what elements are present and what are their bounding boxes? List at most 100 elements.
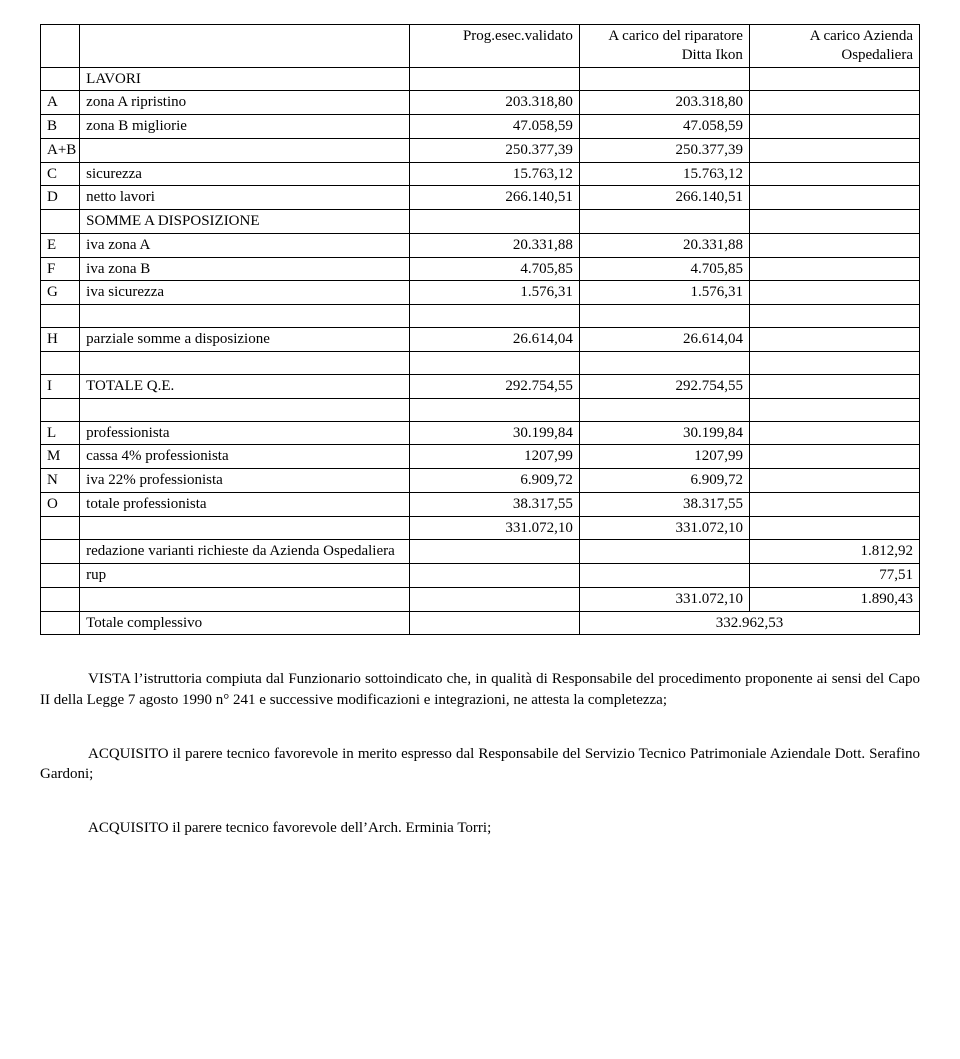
row-val-1: 15.763,12 [409,162,579,186]
row-code: N [41,469,80,493]
table-row: Niva 22% professionista6.909,726.909,72 [41,469,920,493]
row-val-merged: 332.962,53 [579,611,919,635]
row-val-3 [749,115,919,139]
row-code [41,540,80,564]
row-desc: parziale somme a disposizione [80,328,410,352]
table-row: Azona A ripristino203.318,80203.318,80 [41,91,920,115]
table-row: Dnetto lavori266.140,51266.140,51 [41,186,920,210]
row-desc: iva sicurezza [80,281,410,305]
row-val-3 [749,469,919,493]
row-val-1 [409,398,579,421]
row-code [41,516,80,540]
row-val-3 [749,67,919,91]
row-val-1: 20.331,88 [409,233,579,257]
row-val-1: 30.199,84 [409,421,579,445]
table-row: ITOTALE Q.E.292.754,55292.754,55 [41,374,920,398]
row-desc [80,398,410,421]
row-code [41,611,80,635]
row-val-1: 38.317,55 [409,492,579,516]
row-val-2: 47.058,59 [579,115,749,139]
row-val-1 [409,210,579,234]
row-code: C [41,162,80,186]
row-val-1: 292.754,55 [409,374,579,398]
row-desc: iva zona A [80,233,410,257]
row-val-2: 1.576,31 [579,281,749,305]
table-row: Mcassa 4% professionista1207,991207,99 [41,445,920,469]
row-val-2: 6.909,72 [579,469,749,493]
table-row [41,351,920,374]
row-val-1: 331.072,10 [409,516,579,540]
row-val-2 [579,540,749,564]
header-col-3: Prog.esec.validato [409,25,579,68]
row-val-3 [749,328,919,352]
row-val-2: 20.331,88 [579,233,749,257]
row-val-2: 4.705,85 [579,257,749,281]
row-desc: sicurezza [80,162,410,186]
row-val-2: 331.072,10 [579,587,749,611]
row-code: B [41,115,80,139]
table-row: 331.072,101.890,43 [41,587,920,611]
row-code [41,305,80,328]
paragraph-acquisito-1: ACQUISITO il parere tecnico favorevole i… [40,744,920,785]
row-val-1 [409,564,579,588]
row-desc: rup [80,564,410,588]
row-code: I [41,374,80,398]
row-code: L [41,421,80,445]
row-val-3 [749,351,919,374]
header-blank-1 [41,25,80,68]
row-val-1: 1.576,31 [409,281,579,305]
table-row [41,305,920,328]
row-val-2 [579,564,749,588]
row-val-2: 266.140,51 [579,186,749,210]
table-row: Lprofessionista30.199,8430.199,84 [41,421,920,445]
row-val-1 [409,305,579,328]
row-val-3 [749,516,919,540]
row-val-1: 203.318,80 [409,91,579,115]
row-val-3 [749,374,919,398]
row-desc: zona B migliorie [80,115,410,139]
row-val-3 [749,305,919,328]
row-desc: zona A ripristino [80,91,410,115]
row-val-2 [579,351,749,374]
table-row: rup 77,51 [41,564,920,588]
row-val-3 [749,398,919,421]
row-desc: TOTALE Q.E. [80,374,410,398]
row-code [41,210,80,234]
row-val-3 [749,138,919,162]
row-code: D [41,186,80,210]
row-code [41,587,80,611]
row-val-2: 26.614,04 [579,328,749,352]
row-val-1: 26.614,04 [409,328,579,352]
row-val-3 [749,186,919,210]
table-row: Totale complessivo 332.962,53 [41,611,920,635]
row-code: A [41,91,80,115]
row-val-1 [409,351,579,374]
row-val-2: 331.072,10 [579,516,749,540]
row-val-3: 1.890,43 [749,587,919,611]
table-row [41,398,920,421]
row-val-3 [749,257,919,281]
row-desc: professionista [80,421,410,445]
table-row: Fiva zona B4.705,854.705,85 [41,257,920,281]
row-desc [80,351,410,374]
row-val-3 [749,492,919,516]
row-code: G [41,281,80,305]
row-val-3 [749,233,919,257]
row-val-1: 1207,99 [409,445,579,469]
row-val-1 [409,611,579,635]
row-code [41,351,80,374]
row-val-2 [579,67,749,91]
row-val-1: 266.140,51 [409,186,579,210]
table-row: Hparziale somme a disposizione26.614,042… [41,328,920,352]
row-desc: Totale complessivo [80,611,410,635]
row-code: E [41,233,80,257]
row-val-2: 1207,99 [579,445,749,469]
row-desc [80,516,410,540]
row-val-2: 250.377,39 [579,138,749,162]
row-val-3 [749,91,919,115]
table-header-row: Prog.esec.validato A carico del riparato… [41,25,920,68]
row-desc: netto lavori [80,186,410,210]
row-desc [80,305,410,328]
row-val-3: 77,51 [749,564,919,588]
table-row: Ototale professionista38.317,5538.317,55 [41,492,920,516]
